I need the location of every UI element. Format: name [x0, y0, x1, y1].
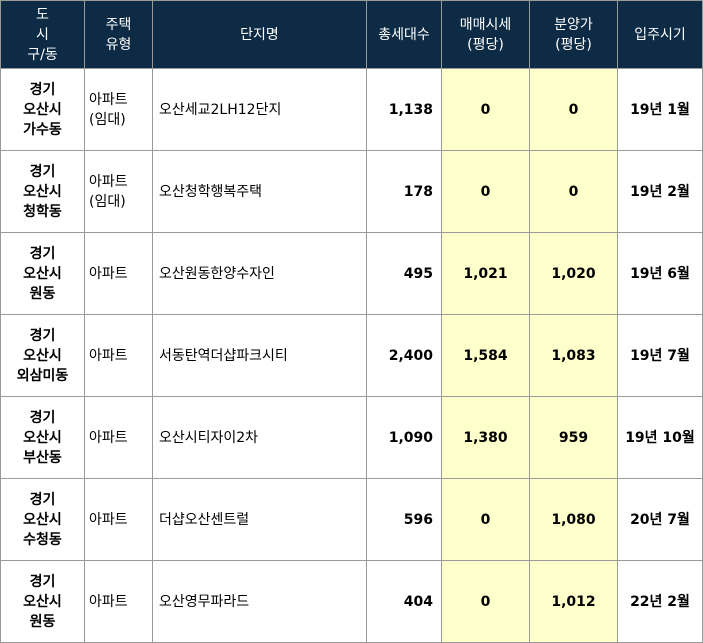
households-cell: 2,400	[366, 314, 442, 397]
households-cell: 178	[366, 150, 442, 233]
move-in-cell: 22년 2월	[617, 560, 703, 643]
sale-price-cell: 0	[529, 150, 618, 233]
type-cell: 아파트	[84, 560, 153, 643]
name-cell: 오산원동한양수자인	[152, 232, 367, 315]
trade-price-cell: 0	[441, 68, 530, 151]
type-cell: 아파트	[84, 232, 153, 315]
name-cell: 더샵오산센트럴	[152, 478, 367, 561]
header-trade-price: 매매시세 (평당)	[441, 0, 530, 69]
sale-price-cell: 1,012	[529, 560, 618, 643]
trade-price-cell: 1,584	[441, 314, 530, 397]
households-cell: 596	[366, 478, 442, 561]
region-cell: 경기 오산시 가수동	[0, 68, 85, 151]
table-row: 경기 오산시 원동 아파트 오산원동한양수자인 495 1,021 1,020 …	[0, 232, 703, 315]
header-sale-price: 분양가 (평당)	[529, 0, 618, 69]
households-cell: 495	[366, 232, 442, 315]
sale-price-cell: 1,080	[529, 478, 618, 561]
table-row: 경기 오산시 외삼미동 아파트 서동탄역더샵파크시티 2,400 1,584 1…	[0, 314, 703, 397]
region-cell: 경기 오산시 외삼미동	[0, 314, 85, 397]
region-cell: 경기 오산시 청학동	[0, 150, 85, 233]
header-households: 총세대수	[366, 0, 442, 69]
table-row: 경기 오산시 수청동 아파트 더샵오산센트럴 596 0 1,080 20년 7…	[0, 478, 703, 561]
region-cell: 경기 오산시 수청동	[0, 478, 85, 561]
name-cell: 오산청학행복주택	[152, 150, 367, 233]
households-cell: 1,090	[366, 396, 442, 479]
header-move-in: 입주시기	[617, 0, 703, 69]
type-cell: 아파트 (임대)	[84, 150, 153, 233]
header-region: 도 시 구/동	[0, 0, 85, 69]
name-cell: 오산세교2LH12단지	[152, 68, 367, 151]
households-cell: 1,138	[366, 68, 442, 151]
move-in-cell: 19년 1월	[617, 68, 703, 151]
table-row: 경기 오산시 부산동 아파트 오산시티자이2차 1,090 1,380 959 …	[0, 396, 703, 479]
trade-price-cell: 1,380	[441, 396, 530, 479]
header-row: 도 시 구/동 주택 유형 단지명 총세대수 매매시세 (평당) 분양가 (평당…	[0, 0, 703, 69]
name-cell: 오산시티자이2차	[152, 396, 367, 479]
trade-price-cell: 0	[441, 478, 530, 561]
name-cell: 오산영무파라드	[152, 560, 367, 643]
type-cell: 아파트 (임대)	[84, 68, 153, 151]
type-cell: 아파트	[84, 314, 153, 397]
table-row: 경기 오산시 가수동 아파트 (임대) 오산세교2LH12단지 1,138 0 …	[0, 68, 703, 151]
type-cell: 아파트	[84, 478, 153, 561]
trade-price-cell: 1,021	[441, 232, 530, 315]
type-cell: 아파트	[84, 396, 153, 479]
sale-price-cell: 959	[529, 396, 618, 479]
households-cell: 404	[366, 560, 442, 643]
region-cell: 경기 오산시 원동	[0, 560, 85, 643]
sale-price-cell: 1,020	[529, 232, 618, 315]
name-cell: 서동탄역더샵파크시티	[152, 314, 367, 397]
region-cell: 경기 오산시 원동	[0, 232, 85, 315]
table-row: 경기 오산시 청학동 아파트 (임대) 오산청학행복주택 178 0 0 19년…	[0, 150, 703, 233]
move-in-cell: 19년 10월	[617, 396, 703, 479]
move-in-cell: 19년 7월	[617, 314, 703, 397]
move-in-cell: 19년 2월	[617, 150, 703, 233]
sale-price-cell: 0	[529, 68, 618, 151]
region-cell: 경기 오산시 부산동	[0, 396, 85, 479]
move-in-cell: 20년 7월	[617, 478, 703, 561]
trade-price-cell: 0	[441, 560, 530, 643]
header-name: 단지명	[152, 0, 367, 69]
trade-price-cell: 0	[441, 150, 530, 233]
header-type: 주택 유형	[84, 0, 153, 69]
table-row: 경기 오산시 원동 아파트 오산영무파라드 404 0 1,012 22년 2월	[0, 560, 703, 643]
sale-price-cell: 1,083	[529, 314, 618, 397]
move-in-cell: 19년 6월	[617, 232, 703, 315]
